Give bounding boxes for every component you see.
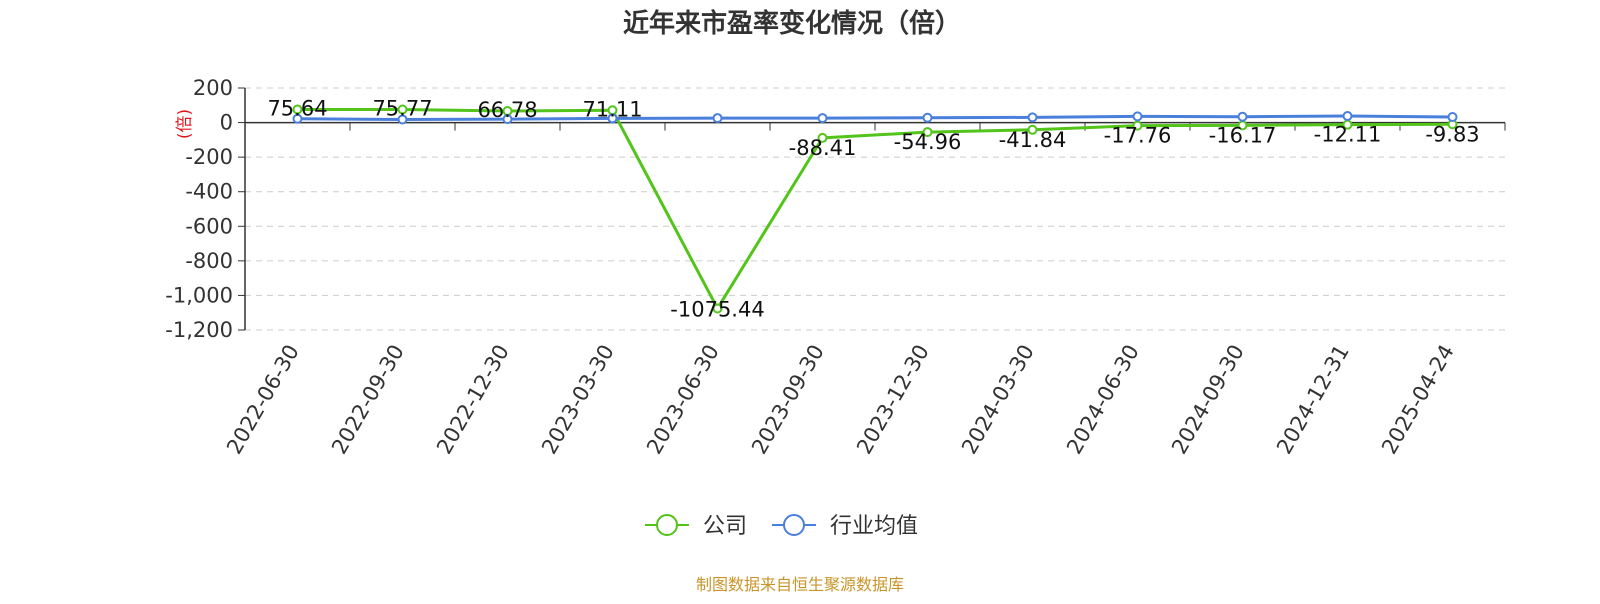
data-labels: 75.64 75.77 66.78 71.11 -1075.44 -88.41 -54.96… — [267, 96, 1479, 321]
industry-avg-series-line — [297, 114, 1453, 121]
industry-avg-data-point[interactable] — [1342, 111, 1353, 122]
company-data-label: 75.64 — [267, 96, 327, 120]
y-axis-ticks: 200 0 -200 -400 -600 -800 -1,000 -1,200 — [165, 76, 245, 342]
series-lines — [292, 104, 1458, 314]
legend-item-company[interactable]: 公司 — [645, 514, 747, 539]
company-data-label: -54.96 — [894, 130, 962, 154]
legend-label: 公司 — [703, 514, 747, 539]
x-axis-ticks: 2022-06-30 2022-09-30 2022-12-30 2023-03-30… — [222, 341, 1459, 459]
company-series-line — [297, 107, 1453, 310]
industry-avg-data-point[interactable] — [1447, 112, 1458, 123]
x-tick-label: 2023-03-30 — [537, 341, 619, 459]
y-tick-label: -400 — [185, 180, 233, 204]
x-tick-label: 2022-06-30 — [222, 341, 304, 459]
industry-avg-data-point[interactable] — [922, 112, 933, 123]
company-data-point[interactable] — [712, 303, 723, 314]
company-data-label: 66.78 — [477, 98, 537, 122]
industry-avg-data-point[interactable] — [1132, 111, 1143, 122]
company-data-label: -41.84 — [999, 128, 1067, 152]
industry-avg-data-point[interactable] — [1027, 112, 1038, 123]
legend-circle-icon — [783, 514, 805, 536]
y-tick-label: 0 — [220, 111, 233, 135]
company-data-label: -16.17 — [1209, 123, 1277, 147]
company-data-label: -12.11 — [1314, 123, 1382, 147]
x-tick-label: 2022-09-30 — [327, 341, 409, 459]
x-tick-label: 2025-04-24 — [1377, 341, 1459, 459]
company-data-label: -88.41 — [789, 136, 857, 160]
x-tick-label: 2023-09-30 — [747, 341, 829, 459]
y-tick-label: -200 — [185, 145, 233, 169]
industry-avg-data-point[interactable] — [1237, 111, 1248, 122]
industry-avg-data-point[interactable] — [817, 113, 828, 124]
industry-avg-data-point[interactable] — [502, 114, 513, 125]
source-note: 制图数据来自恒生聚源数据库 — [696, 575, 904, 594]
y-tick-label: 200 — [193, 76, 233, 100]
x-tick-label: 2023-12-30 — [852, 341, 934, 459]
x-tick-label: 2024-09-30 — [1167, 341, 1249, 459]
industry-avg-data-point[interactable] — [712, 113, 723, 124]
company-data-label: -9.83 — [1425, 122, 1479, 146]
company-data-point[interactable] — [1132, 120, 1143, 131]
industry-avg-data-point[interactable] — [397, 114, 408, 125]
legend-circle-icon — [656, 514, 678, 536]
y-tick-label: -800 — [185, 249, 233, 273]
company-data-label: -1075.44 — [670, 297, 764, 321]
company-data-point[interactable] — [1027, 124, 1038, 135]
y-axis-label: (倍) — [175, 109, 195, 139]
industry-avg-data-point[interactable] — [607, 113, 618, 124]
x-tick-label: 2023-06-30 — [642, 341, 724, 459]
company-data-label: 71.11 — [582, 97, 642, 121]
chart-title: 近年来市盈率变化情况（倍） — [623, 8, 961, 39]
company-data-point[interactable] — [292, 104, 303, 115]
legend[interactable]: 公司 行业均值 — [645, 514, 918, 539]
x-tick-label: 2024-03-30 — [957, 341, 1039, 459]
grid-lines — [245, 87, 1505, 331]
y-tick-label: -600 — [185, 214, 233, 238]
y-tick-label: -1,000 — [165, 283, 233, 307]
company-data-point[interactable] — [922, 127, 933, 138]
company-data-point[interactable] — [397, 104, 408, 115]
company-data-point[interactable] — [817, 132, 828, 143]
x-tick-label: 2024-12-31 — [1272, 341, 1354, 459]
x-tick-label: 2024-06-30 — [1062, 341, 1144, 459]
company-data-label: 75.77 — [372, 96, 432, 120]
y-tick-label: -1,200 — [165, 318, 233, 342]
legend-item-industry-avg[interactable]: 行业均值 — [772, 514, 918, 539]
x-tick-label: 2022-12-30 — [432, 341, 514, 459]
company-data-label: -17.76 — [1104, 124, 1172, 148]
industry-avg-data-point[interactable] — [292, 113, 303, 124]
legend-label: 行业均值 — [830, 514, 918, 539]
